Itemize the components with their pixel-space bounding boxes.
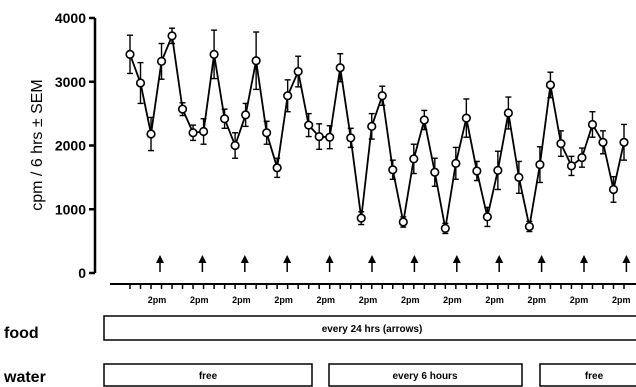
water-row: water free every 6 hours free	[3, 363, 636, 387]
data-point	[356, 213, 366, 223]
data-point	[251, 56, 261, 66]
data-point	[430, 167, 440, 177]
data-point	[272, 163, 282, 173]
data-point	[304, 120, 314, 130]
feeding-arrow	[452, 255, 461, 272]
feeding-arrow	[198, 255, 207, 272]
water-free-box-2	[539, 363, 636, 387]
data-point	[545, 80, 556, 90]
data-point	[598, 137, 608, 147]
data-point	[219, 114, 230, 124]
y-tick-label: 3000	[55, 74, 86, 90]
data-point	[472, 166, 482, 176]
y-tick-label: 2000	[55, 138, 86, 154]
data-point	[608, 184, 619, 195]
x-tick-label: 2pm	[232, 295, 251, 305]
data-point	[419, 115, 429, 125]
data-point	[346, 133, 356, 143]
y-tick-label: 4000	[55, 10, 86, 26]
data-point	[325, 132, 335, 142]
data-point	[556, 138, 566, 149]
data-point	[135, 78, 146, 88]
feeding-arrow	[580, 255, 588, 272]
x-tick-label: 2pm	[528, 295, 547, 305]
feeding-arrow	[622, 255, 631, 272]
water-free-text-2: free	[585, 371, 604, 382]
feeding-arrow	[495, 255, 504, 272]
x-tick-label: 2pm	[570, 295, 589, 305]
x-tick-label: 2pm	[274, 295, 293, 305]
x-tick-label: 2pm	[148, 295, 167, 305]
food-row-label: food	[4, 325, 39, 342]
food-row: food every 24 hrs (arrows)	[4, 315, 636, 342]
feeding-arrow	[537, 255, 546, 272]
food-schedule-text: every 24 hrs (arrows)	[322, 324, 423, 335]
data-point	[198, 126, 209, 137]
data-point	[177, 104, 188, 114]
data-point	[230, 140, 240, 151]
data-point	[503, 108, 513, 118]
plot-area	[125, 27, 629, 235]
data-point	[451, 158, 461, 168]
x-tick-label: 2pm	[317, 295, 336, 305]
data-point	[409, 154, 419, 164]
feeding-arrow	[368, 255, 376, 272]
data-point	[293, 66, 303, 77]
data-point	[377, 91, 387, 101]
data-point	[241, 110, 251, 120]
data-point	[535, 160, 545, 170]
data-point	[577, 153, 587, 163]
feeding-arrow	[156, 255, 164, 272]
data-point	[440, 223, 450, 233]
water-free-text-1: free	[199, 371, 218, 382]
data-point	[524, 221, 535, 232]
water-6h-text: every 6 hours	[392, 371, 457, 382]
data-point	[482, 212, 492, 222]
x-tick-label: 2pm	[443, 295, 462, 305]
y-tick-label: 0	[78, 265, 86, 281]
water-row-label: water	[3, 369, 46, 386]
food-schedule-box	[103, 315, 636, 341]
data-point	[587, 119, 598, 130]
y-axis: 0 1000 2000 3000 4000	[55, 10, 97, 281]
data-point	[156, 56, 167, 66]
x-tick-label: 2pm	[401, 295, 420, 305]
data-point	[566, 161, 577, 171]
feeding-arrow	[325, 255, 334, 272]
data-point	[461, 113, 471, 123]
data-point	[125, 49, 135, 59]
data-point	[335, 63, 345, 73]
data-point	[167, 31, 177, 41]
data-point	[262, 128, 272, 138]
y-axis-label: cpm / 6 hrs ± SEM	[29, 79, 46, 210]
feeding-arrow	[240, 255, 249, 272]
y-tick-label: 1000	[55, 201, 86, 217]
data-point	[209, 49, 219, 59]
x-axis: 2pm 2pm 2pm 2pm 2pm 2pm 2pm 2pm 2pm 2pm 2pm 2pm	[110, 283, 636, 305]
x-tick-label: 2pm	[612, 295, 631, 305]
data-point	[514, 172, 524, 182]
feeding-arrow	[283, 255, 292, 272]
data-point	[619, 137, 629, 147]
feeding-arrow	[410, 255, 419, 272]
data-point	[188, 128, 198, 138]
water-free-box-1	[103, 363, 313, 387]
x-tick-label: 2pm	[485, 295, 504, 305]
series-line	[129, 32, 625, 229]
water-6h-box	[328, 363, 523, 387]
data-point	[398, 217, 408, 227]
feeding-arrows	[156, 255, 631, 272]
data-point	[314, 131, 324, 142]
x-tick-label: 2pm	[359, 295, 378, 305]
data-point	[493, 165, 503, 175]
data-point	[367, 121, 377, 131]
data-point	[388, 165, 398, 175]
data-point	[146, 129, 156, 139]
x-tick-label: 2pm	[190, 295, 209, 305]
data-point	[283, 91, 293, 101]
